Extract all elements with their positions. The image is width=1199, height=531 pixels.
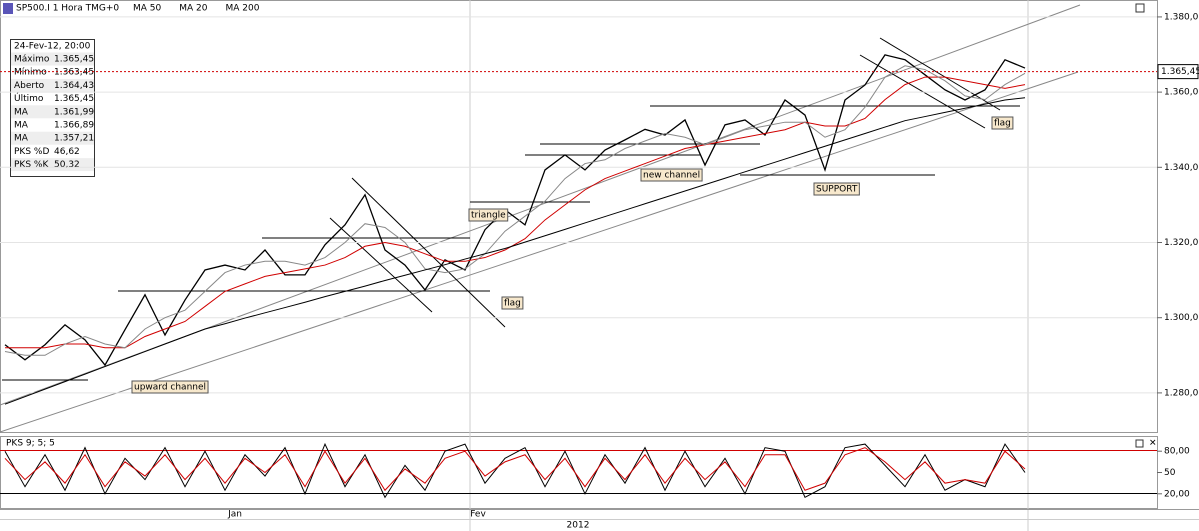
info-label: MA: [14, 121, 29, 131]
x-label: Fev: [470, 510, 486, 520]
info-row-bg: [11, 105, 94, 119]
legend-entry: MA 50: [133, 4, 162, 14]
info-row-bg: [11, 52, 94, 66]
legend-entry: MA 20: [179, 4, 208, 14]
annotation-label: upward channel: [134, 383, 206, 393]
y-tick-label: 1.380,00: [1164, 12, 1199, 22]
info-row-bg: [11, 158, 94, 172]
annotation-box: [640, 168, 703, 182]
info-label: PKS %K: [14, 160, 49, 170]
annotation-box: [468, 208, 509, 222]
maximize-button[interactable]: [1135, 3, 1145, 13]
series-line: [4, 65, 1026, 356]
y-tick-label: 1.300,00: [1164, 313, 1199, 323]
y-tick-label: 1.340,00: [1164, 163, 1199, 173]
info-label: Máximo: [14, 55, 50, 65]
symbol-icon: [3, 3, 13, 14]
series-line: [4, 54, 1026, 367]
annotation: new channel: [640, 168, 703, 182]
series-line: [5, 76, 1026, 349]
last-price-label: 1.365,45: [1161, 67, 1199, 77]
annotation: upward channel: [131, 380, 209, 394]
info-value: 46,62: [54, 147, 80, 157]
info-value: 1.361,99: [54, 107, 94, 117]
annotation: flag: [991, 116, 1014, 130]
series-line: [4, 447, 1026, 492]
annotation-label: flag: [994, 119, 1011, 129]
annotation-box: [991, 116, 1014, 130]
y-tick-label: 80,00: [1164, 447, 1190, 457]
y-tick-label: 1.280,00: [1164, 388, 1199, 398]
maximize-button[interactable]: [1135, 439, 1144, 448]
annotation: SUPPORT: [813, 182, 860, 196]
osc-title: PKS 9; 5; 5: [6, 439, 55, 449]
info-row-bg: [11, 131, 94, 145]
info-label: MA: [14, 134, 29, 144]
main-frame: [0, 0, 1158, 433]
info-value: 1.365,45: [54, 55, 94, 65]
annotation: flag: [501, 296, 524, 310]
y-tick-label: 1.320,00: [1164, 238, 1199, 248]
legend-entry: MA 200: [226, 4, 260, 14]
annotation-label: new channel: [643, 171, 700, 181]
info-date: 24-Fev-12, 20:00: [14, 42, 91, 52]
info-value: 50,32: [54, 160, 80, 170]
info-panel: 24-Fev-12, 20:00 Máximo 1.365,45 Mínimo 1.3…: [10, 39, 95, 177]
info-label: Último: [14, 92, 44, 104]
y-tick-label: 20,00: [1164, 489, 1190, 499]
series-line: [4, 97, 1026, 405]
y-tick-label: 50: [1164, 468, 1176, 478]
year-label: 2012: [567, 521, 590, 531]
x-label: Jan: [227, 510, 242, 520]
info-value: 1.366,89: [54, 121, 94, 131]
info-label: PKS %D: [14, 147, 49, 157]
info-value: 1.363,45: [54, 68, 94, 78]
info-value: 1.357,21: [54, 134, 94, 144]
annotation-label: SUPPORT: [816, 185, 858, 195]
annotation-label: triangle: [471, 211, 506, 221]
info-label: MA: [14, 107, 29, 117]
annotation-box: [501, 296, 524, 310]
info-value: 1.365,45: [54, 94, 94, 104]
info-label: Aberto: [14, 81, 45, 91]
annotation-label: flag: [504, 299, 521, 309]
info-value: 1.364,43: [54, 81, 94, 91]
close-button[interactable]: ✕: [1149, 439, 1157, 449]
annotation-box: [813, 182, 860, 196]
chart-title: SP500.I 1 Hora TMG+0: [16, 4, 119, 14]
annotation: triangle: [468, 208, 509, 222]
last-price-box: [1157, 64, 1199, 80]
annotation-box: [131, 380, 209, 394]
info-row-bg: [11, 78, 94, 92]
y-tick-label: 1.360,00: [1164, 88, 1199, 98]
info-label: Mínimo: [14, 68, 47, 78]
